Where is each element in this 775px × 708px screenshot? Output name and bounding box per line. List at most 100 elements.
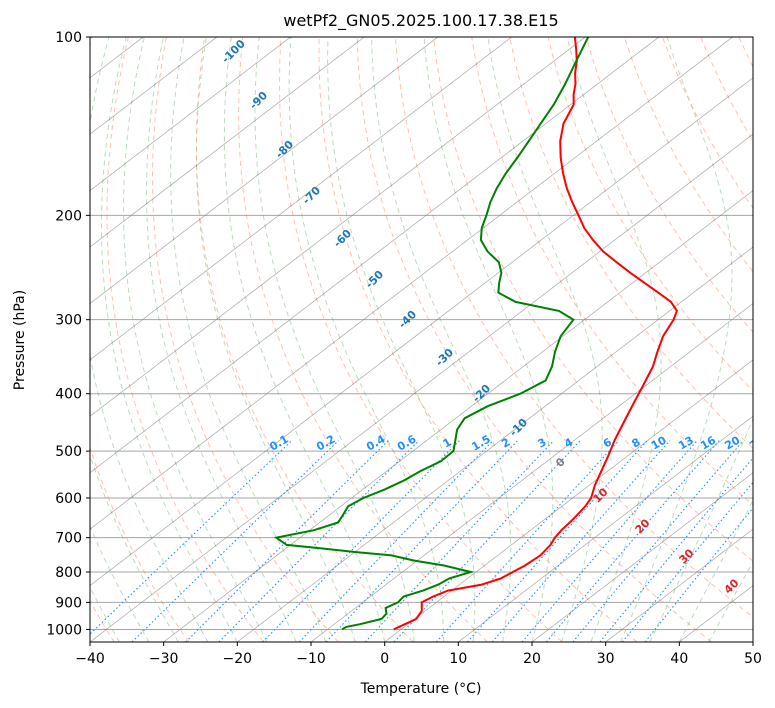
moist-adiabat-line — [649, 417, 753, 642]
y-tick-label: 900 — [55, 595, 82, 611]
y-axis-label: Pressure (hPa) — [12, 290, 28, 390]
x-tick-label: −20 — [223, 651, 253, 667]
x-tick-label: 30 — [597, 651, 615, 667]
dry-adiabat-line — [238, 37, 488, 642]
mixing-ratio-label: 20 — [723, 433, 743, 452]
dry-adiabat-line — [623, 37, 753, 273]
y-tick-label: 500 — [55, 444, 82, 460]
mixing-ratio-line — [435, 440, 620, 642]
moist-adiabat-line — [423, 37, 554, 642]
y-tick-label: 100 — [55, 30, 82, 46]
mixing-ratio-line — [262, 440, 460, 642]
dry-adiabat-line — [90, 37, 190, 642]
dry-adiabat-line — [394, 37, 753, 618]
dry-adiabat-line — [195, 37, 414, 642]
line-labels: 0.10.20.40.611.52346810131620253036-100-… — [219, 37, 775, 597]
mixing-ratio-line — [621, 481, 753, 642]
dry-adiabat-line — [471, 37, 753, 506]
dry-adiabat-line — [700, 37, 753, 142]
y-tick-label: 300 — [55, 313, 82, 329]
isotherm-line — [752, 641, 753, 642]
x-tick-label: 0 — [380, 651, 389, 667]
x-tick-label: 50 — [744, 651, 762, 667]
moist-adiabat-line — [146, 37, 297, 642]
moist-adiabat-label: 40 — [722, 576, 742, 596]
series-lines — [273, 37, 679, 631]
isotherm-line — [0, 37, 70, 642]
moist-adiabat-line — [288, 37, 445, 642]
mixing-ratio-line — [521, 440, 698, 642]
isotherm-line — [90, 37, 733, 530]
moist-adiabat-label: 0 — [553, 455, 568, 470]
isobars — [90, 37, 753, 630]
isotherm-line — [605, 528, 753, 642]
mixing-ratio-label: 0.1 — [267, 433, 290, 454]
dry-adiabat-line — [106, 37, 264, 642]
profile-line — [393, 37, 679, 631]
isotherm-line — [90, 77, 753, 587]
moist-adiabat-line — [101, 37, 238, 642]
mixing-ratio-label: 0.6 — [395, 432, 419, 453]
x-tick-label: −30 — [149, 651, 179, 667]
profile-line — [273, 37, 590, 631]
moist-adiabat-line — [170, 37, 327, 642]
plot-area: 0.10.20.40.611.52346810131620253036-100-… — [0, 37, 775, 642]
x-tick-label: −40 — [75, 651, 105, 667]
mixing-ratio-label: 13 — [676, 434, 696, 453]
dry-adiabat-line — [151, 37, 339, 642]
mixing-ratio-label: 16 — [698, 433, 718, 452]
x-tick-label: −10 — [296, 651, 326, 667]
dry-adiabat-line — [318, 37, 638, 642]
y-tick-label: 1000 — [46, 622, 82, 638]
mixing-ratio-label: 30 — [768, 433, 775, 452]
isotherms — [0, 37, 753, 642]
isotherm-line — [90, 37, 439, 304]
dry-adiabats — [90, 37, 753, 642]
y-tick-label: 700 — [55, 531, 82, 547]
mixing-ratio-label: 0.4 — [364, 432, 388, 453]
dry-adiabat-label: -80 — [273, 138, 296, 161]
moist-adiabat-line — [90, 37, 209, 642]
moist-adiabat-line — [223, 37, 386, 642]
mixing-ratio-line — [364, 440, 555, 642]
mixing-ratio-line — [298, 440, 494, 642]
y-tick-label: 800 — [55, 565, 82, 581]
dry-adiabat-line — [738, 37, 753, 68]
isotherm-line — [531, 472, 753, 642]
moist-adiabat-line — [90, 525, 150, 642]
mixing-ratio-line — [218, 440, 420, 642]
dry-adiabat-label: -20 — [470, 382, 493, 405]
dry-adiabat-label: -50 — [363, 268, 386, 291]
y-tick-label: 600 — [55, 491, 82, 507]
moist-adiabat-line — [619, 37, 733, 642]
moist-adiabat-line — [254, 37, 415, 642]
x-tick-label: 40 — [670, 651, 688, 667]
mixing-ratio-line — [185, 440, 389, 642]
isotherm-line — [90, 37, 291, 192]
isotherm-line — [384, 359, 753, 642]
dry-adiabat-line — [662, 37, 753, 209]
y-ticks: 100 200 300 400 500 600 700 800 900 1000 — [46, 30, 90, 638]
dry-adiabat-label: -70 — [300, 184, 323, 207]
y-tick-label: 200 — [55, 208, 82, 224]
chart-title: wetPf2_GN05.2025.100.17.38.E15 — [283, 11, 558, 31]
dry-adiabat-label: -40 — [396, 308, 419, 331]
isotherm-line — [310, 302, 753, 642]
moist-adiabat-line — [123, 37, 268, 642]
isotherm-line — [458, 415, 753, 642]
isotherm-line — [237, 246, 753, 642]
moist-adiabat-line — [371, 37, 512, 642]
x-tick-label: 10 — [449, 651, 467, 667]
mixing-ratio-label: 25 — [747, 434, 767, 453]
moist-adiabat-line — [90, 37, 179, 642]
dry-adiabat-line — [356, 37, 713, 642]
moist-adiabat-label: 20 — [633, 516, 653, 536]
mixing-ratio-label: 2 — [499, 436, 512, 451]
isotherm-line — [90, 37, 512, 361]
dry-adiabat-label: -30 — [433, 346, 456, 369]
isotherm-line — [90, 133, 753, 642]
mixing-ratio-line — [131, 440, 339, 642]
dry-adiabat-line — [433, 37, 753, 562]
mixing-ratio-line — [599, 457, 753, 642]
